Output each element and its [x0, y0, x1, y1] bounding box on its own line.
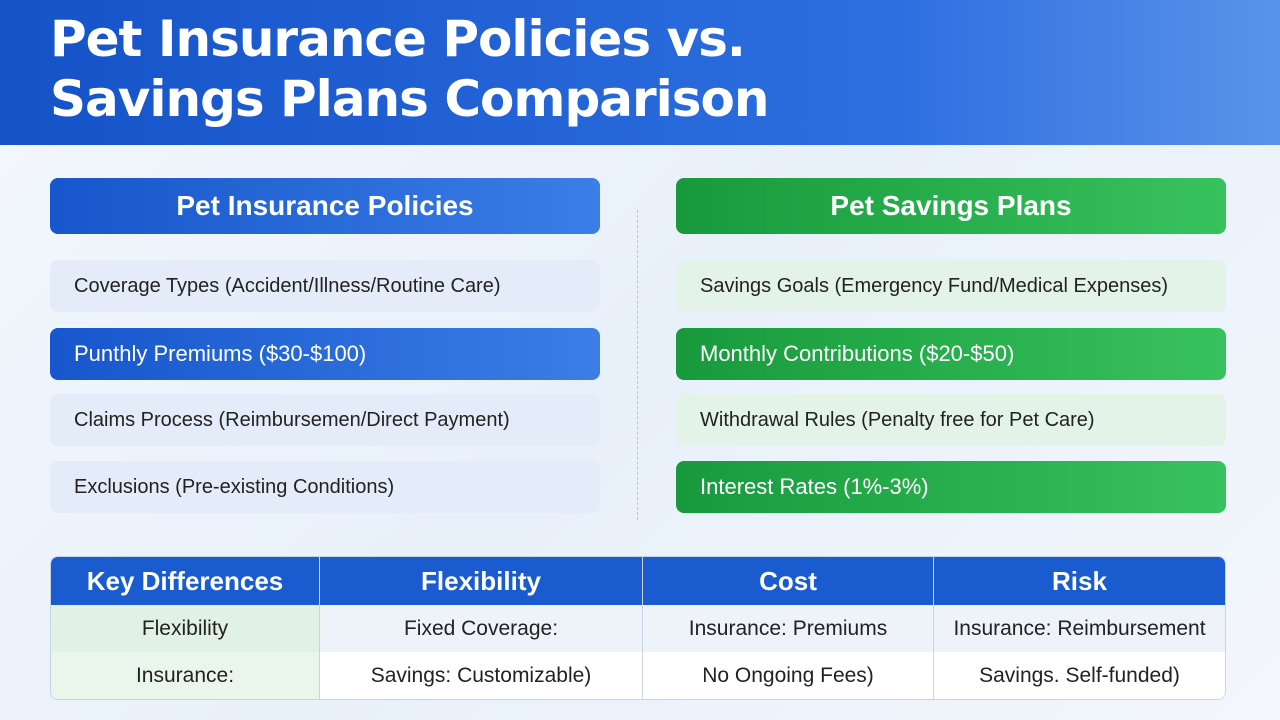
- table-cell: Insurance:: [51, 652, 319, 699]
- column-heading: Pet Insurance Policies: [50, 178, 600, 234]
- table-cell: Flexibility: [51, 605, 319, 652]
- table-header: Risk: [933, 557, 1225, 605]
- feature-item: Claims Process (Reimbursemen/Direct Paym…: [50, 394, 600, 446]
- divider: [637, 210, 638, 520]
- feature-item: Withdrawal Rules (Penalty free for Pet C…: [676, 394, 1226, 446]
- table-cell: No Ongoing Fees): [642, 652, 933, 699]
- table-header: Flexibility: [319, 557, 642, 605]
- table-cell: Fixed Coverage:: [319, 605, 642, 652]
- table-cell: Savings: Customizable): [319, 652, 642, 699]
- table-cell: Savings. Self-funded): [933, 652, 1225, 699]
- feature-item: Monthly Contributions ($20-$50): [676, 328, 1226, 380]
- title-line: Savings Plans Comparison: [50, 70, 770, 128]
- table-header: Key Differences: [51, 557, 319, 605]
- feature-item: Savings Goals (Emergency Fund/Medical Ex…: [676, 260, 1226, 312]
- feature-item: Exclusions (Pre-existing Conditions): [50, 461, 600, 513]
- feature-item: Punthly Premiums ($30-$100): [50, 328, 600, 380]
- column-heading: Pet Savings Plans: [676, 178, 1226, 234]
- title-line: Pet Insurance Policies vs.: [50, 10, 746, 68]
- table-header: Cost: [642, 557, 933, 605]
- feature-item: Interest Rates (1%-3%): [676, 461, 1226, 513]
- title-banner: [0, 0, 1280, 145]
- comparison-table: Key Differences Flexibility Cost Risk Flexib…: [50, 556, 1226, 700]
- table-cell: Insurance: Premiums: [642, 605, 933, 652]
- feature-item: Coverage Types (Accident/Illness/Routine…: [50, 260, 600, 312]
- table-cell: Insurance: Reimbursement: [933, 605, 1225, 652]
